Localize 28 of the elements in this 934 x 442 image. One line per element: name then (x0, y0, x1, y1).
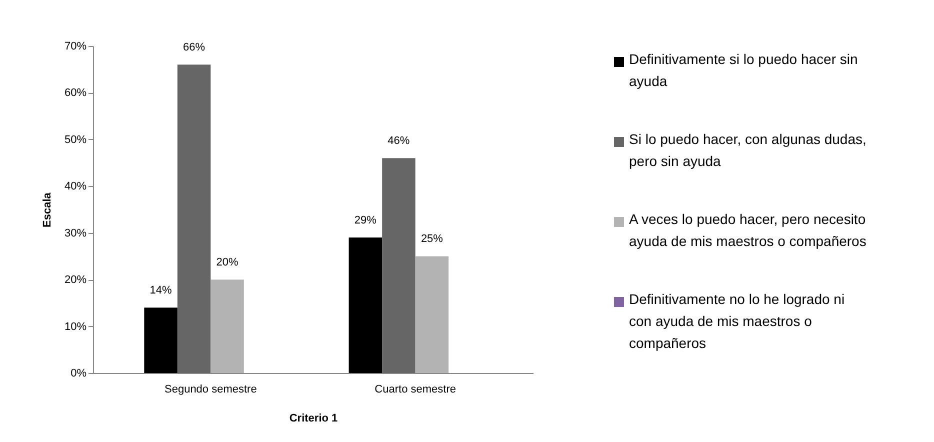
legend-label: Si lo puedo hacer, con algunas dudas, pero sin ayuda (629, 131, 866, 169)
data-label: 14% (150, 284, 172, 297)
x-tick-label: Cuarto semestre (374, 384, 456, 396)
y-tick-label: 30% (64, 227, 87, 240)
y-tick-label: 20% (64, 274, 87, 286)
data-label: 29% (354, 214, 377, 227)
y-tick-label: 50% (64, 134, 87, 146)
y-axis-title: Escala (41, 192, 54, 228)
bar (144, 308, 178, 373)
legend-label: Definitivamente no lo he logrado ni con ayuda de mis maestros o compañeros (629, 291, 845, 351)
bar (348, 238, 382, 373)
x-axis-title: Criterio 1 (289, 412, 338, 424)
data-label: 66% (183, 42, 206, 54)
y-tick-label: 40% (64, 180, 87, 193)
data-label: 25% (420, 233, 444, 246)
x-tick-label: Segundo semestre (164, 384, 257, 396)
bar (415, 256, 449, 373)
bar (210, 280, 244, 373)
y-tick-label: 60% (64, 87, 87, 100)
y-tick-label: 0% (70, 368, 87, 380)
data-label: 46% (388, 135, 410, 148)
y-tick-label: 70% (64, 40, 87, 52)
y-tick-label: 10% (64, 320, 87, 333)
data-label: 20% (216, 256, 239, 269)
bar (382, 158, 416, 373)
bar (177, 64, 211, 373)
legend-label: Definitivamente si lo puedo hacer sin ayuda (629, 51, 858, 89)
legend-label: A veces lo puedo hacer, pero necesito ayuda de mis maestros o compañeros (629, 211, 866, 249)
